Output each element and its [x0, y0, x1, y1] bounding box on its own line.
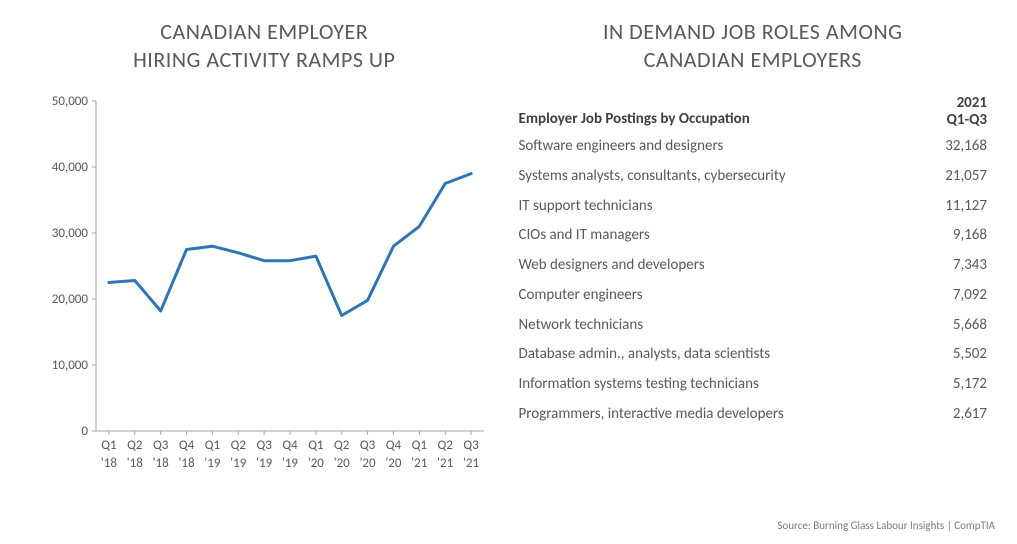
table-row: Computer engineers 7,092 [517, 281, 990, 311]
svg-text:'19: '19 [230, 456, 246, 471]
source-attribution: Source: Burning Glass Labour Insights | … [777, 519, 995, 532]
svg-text:Q4: Q4 [283, 438, 299, 453]
svg-text:'19: '19 [256, 456, 272, 471]
table-row: Programmers, interactive media developer… [517, 400, 990, 430]
svg-text:10,000: 10,000 [52, 358, 89, 373]
table-row-label: Programmers, interactive media developer… [519, 401, 784, 429]
table-row: Information systems testing technicians 5… [517, 370, 990, 400]
svg-text:0: 0 [82, 424, 89, 439]
chart-line [109, 174, 471, 316]
svg-text:Q1: Q1 [205, 438, 220, 453]
svg-text:'20: '20 [308, 456, 324, 471]
table-row-label: Network technicians [519, 312, 644, 340]
svg-text:Q2: Q2 [334, 438, 350, 453]
svg-text:Q4: Q4 [386, 438, 402, 453]
svg-text:30,000: 30,000 [52, 226, 89, 241]
svg-text:Q3: Q3 [464, 438, 480, 453]
table-row: Web designers and developers 7,343 [517, 251, 990, 281]
table-row: IT support technicians 11,127 [517, 192, 990, 222]
table-row-value: 9,168 [917, 222, 987, 250]
table-row-value: 2,617 [917, 401, 987, 429]
table-period-line1: 2021 [957, 94, 987, 112]
svg-text:'19: '19 [282, 456, 298, 471]
chart-panel: CANADIAN EMPLOYER HIRING ACTIVITY RAMPS … [20, 18, 509, 534]
table-row-label: Systems analysts, consultants, cybersecu… [519, 163, 786, 191]
table-row-value: 7,092 [917, 282, 987, 310]
svg-text:'20: '20 [386, 456, 402, 471]
table-title: IN DEMAND JOB ROLES AMONG CANADIAN EMPLO… [603, 18, 903, 73]
svg-text:Q3: Q3 [257, 438, 273, 453]
page-root: CANADIAN EMPLOYER HIRING ACTIVITY RAMPS … [0, 0, 1017, 544]
chart-title-line2: HIRING ACTIVITY RAMPS UP [133, 46, 395, 73]
table-panel: IN DEMAND JOB ROLES AMONG CANADIAN EMPLO… [509, 18, 998, 534]
table-row-value: 5,172 [917, 371, 987, 399]
svg-text:Q1: Q1 [412, 438, 427, 453]
chart-title: CANADIAN EMPLOYER HIRING ACTIVITY RAMPS … [133, 18, 395, 73]
svg-text:'18: '18 [179, 456, 195, 471]
chart-svg: 0 10,000 20,000 30,000 40,000 50,000 Q1 Q2 Q3 Q4 Q… [34, 91, 494, 491]
table-row-value: 5,502 [917, 341, 987, 369]
svg-text:Q3: Q3 [153, 438, 169, 453]
table-row-value: 7,343 [917, 252, 987, 280]
table-row-label: IT support technicians [519, 193, 653, 221]
svg-text:Q2: Q2 [438, 438, 454, 453]
line-chart: 0 10,000 20,000 30,000 40,000 50,000 Q1 Q2 Q3 Q4 Q… [34, 91, 494, 491]
svg-text:'20: '20 [360, 456, 376, 471]
table-header-label: Employer Job Postings by Occupation [519, 110, 750, 128]
job-postings-table: Employer Job Postings by Occupation 2021… [517, 91, 990, 430]
table-row-value: 5,668 [917, 312, 987, 340]
table-row-label: Web designers and developers [519, 252, 705, 280]
svg-text:'19: '19 [205, 456, 221, 471]
svg-text:'20: '20 [334, 456, 350, 471]
svg-text:20,000: 20,000 [52, 292, 89, 307]
table-row-label: Software engineers and designers [519, 133, 724, 161]
table-row: CIOs and IT managers 9,168 [517, 221, 990, 251]
svg-text:Q4: Q4 [179, 438, 195, 453]
svg-text:'18: '18 [153, 456, 169, 471]
svg-text:Q1: Q1 [102, 438, 117, 453]
table-row-label: Information systems testing technicians [519, 371, 759, 399]
svg-text:Q1: Q1 [308, 438, 323, 453]
svg-text:'21: '21 [463, 456, 479, 471]
table-row-value: 32,168 [917, 133, 987, 161]
svg-text:'18: '18 [127, 456, 143, 471]
table-row-label: Database admin., analysts, data scientis… [519, 341, 771, 369]
svg-text:Q2: Q2 [127, 438, 143, 453]
table-row: Database admin., analysts, data scientis… [517, 340, 990, 370]
table-row-value: 11,127 [917, 193, 987, 221]
svg-text:Q3: Q3 [360, 438, 376, 453]
svg-text:'21: '21 [412, 456, 428, 471]
table-body: Software engineers and designers 32,168 Sy… [517, 132, 990, 430]
table-title-line2: CANADIAN EMPLOYERS [644, 46, 862, 73]
table-header-period: 2021 Q1-Q3 [947, 95, 987, 128]
svg-text:Q2: Q2 [231, 438, 247, 453]
table-row: Systems analysts, consultants, cybersecu… [517, 162, 990, 192]
svg-text:'21: '21 [437, 456, 453, 471]
svg-text:50,000: 50,000 [52, 94, 89, 109]
table-row-label: CIOs and IT managers [519, 222, 650, 250]
table-title-line1: IN DEMAND JOB ROLES AMONG [603, 18, 903, 45]
table-row-value: 21,057 [917, 163, 987, 191]
table-row: Network technicians 5,668 [517, 311, 990, 341]
table-period-line2: Q1-Q3 [947, 111, 987, 129]
table-row: Software engineers and designers 32,168 [517, 132, 990, 162]
svg-text:'18: '18 [101, 456, 117, 471]
table-row-label: Computer engineers [519, 282, 643, 310]
svg-text:40,000: 40,000 [52, 160, 89, 175]
table-header: Employer Job Postings by Occupation 2021… [517, 91, 990, 132]
chart-title-line1: CANADIAN EMPLOYER [160, 18, 368, 45]
